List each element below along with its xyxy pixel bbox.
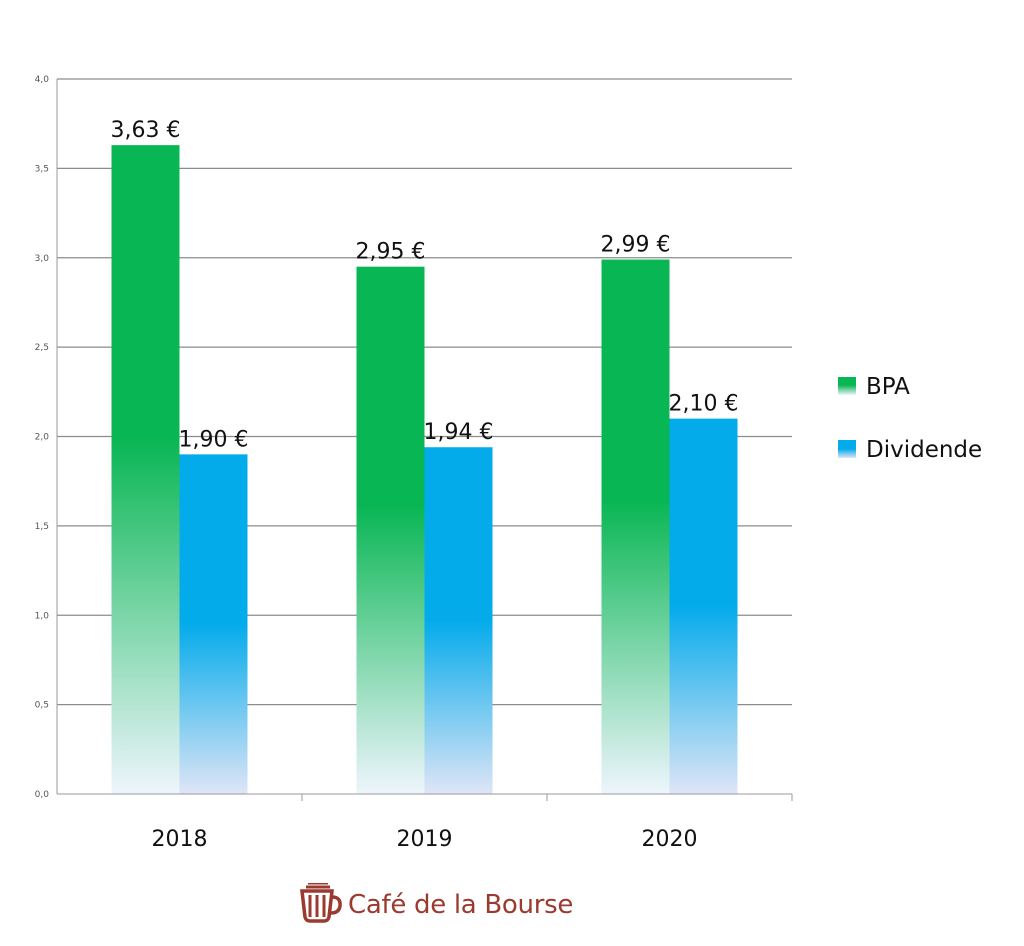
watermark-text: Café de la Bourse <box>348 890 574 920</box>
y-tick-label: 2,0 <box>35 433 50 443</box>
legend-label: BPA <box>866 374 910 400</box>
x-tick-label: 2020 <box>642 827 698 852</box>
x-tick-label: 2018 <box>152 827 208 852</box>
legend-label: Dividende <box>866 437 982 463</box>
y-tick-label: 0,5 <box>35 701 49 711</box>
data-label: 1,90 € <box>179 427 249 452</box>
bar-dividende-2020 <box>669 418 738 794</box>
data-label: 3,63 € <box>111 118 181 143</box>
bar-bpa-2018 <box>111 145 180 794</box>
watermark-logo: Café de la Bourse <box>296 880 573 930</box>
data-label: 2,95 € <box>356 240 426 265</box>
bar-dividende-2019 <box>424 447 493 794</box>
y-axis-ticks: 0,0 0,5 1,0 1,5 2,0 2,5 3,0 3,5 4,0 <box>35 75 50 800</box>
legend: BPA Dividende <box>838 374 982 463</box>
y-tick-label: 1,0 <box>35 611 50 621</box>
y-tick-label: 3,5 <box>35 164 49 174</box>
y-tick-label: 4,0 <box>35 75 50 85</box>
data-labels: 3,63 € 1,90 € 2,95 € 1,94 € 2,99 € 2,10 € <box>111 118 739 452</box>
x-axis-ticks: 2018 2019 2020 <box>152 794 793 852</box>
legend-swatch-dividende <box>838 440 856 458</box>
data-label: 1,94 € <box>424 420 494 445</box>
bar-bpa-2020 <box>601 259 670 795</box>
y-tick-label: 0,0 <box>35 790 50 800</box>
data-label: 2,99 € <box>601 233 671 258</box>
y-tick-label: 3,0 <box>35 254 50 264</box>
legend-swatch-bpa <box>838 377 856 395</box>
y-tick-label: 1,5 <box>35 522 49 532</box>
bars <box>111 145 738 795</box>
bar-dividende-2018 <box>179 454 248 794</box>
x-tick-label: 2019 <box>397 827 453 852</box>
y-tick-label: 2,5 <box>35 343 49 353</box>
bar-bpa-2019 <box>356 266 425 794</box>
data-label: 2,10 € <box>669 392 739 417</box>
axes <box>56 79 792 795</box>
coffee-cup-icon <box>296 881 342 927</box>
